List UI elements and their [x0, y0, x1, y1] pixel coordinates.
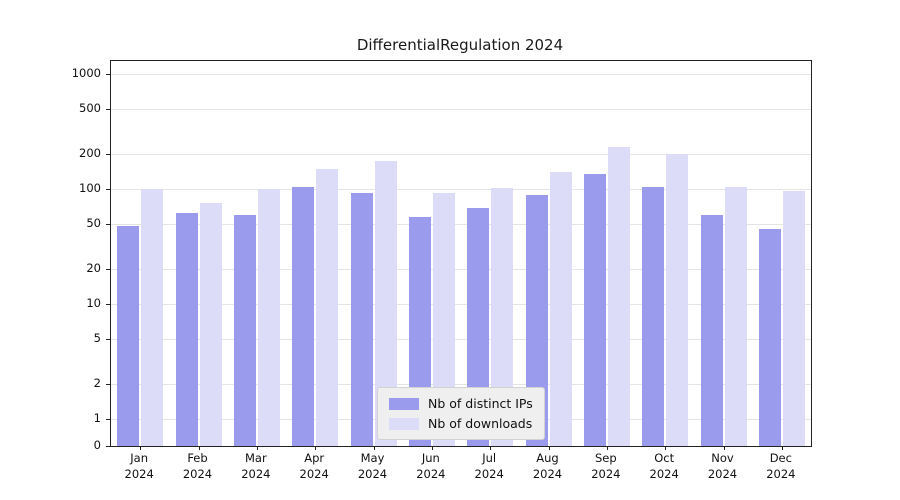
gridline	[111, 189, 811, 190]
y-tick-label: 0	[93, 438, 101, 452]
y-tick-label: 50	[86, 216, 101, 230]
y-tick-mark	[106, 384, 110, 385]
x-tick-label: Aug 2024	[532, 451, 563, 481]
chart-legend: Nb of distinct IPs Nb of downloads	[377, 387, 545, 440]
x-tick-mark	[665, 446, 667, 450]
x-tick-label: May 2024	[357, 451, 388, 481]
bar-distinct-ips	[467, 208, 490, 446]
y-tick-label: 1	[93, 411, 101, 425]
bar-downloads	[257, 189, 280, 446]
plot-area: Nb of distinct IPs Nb of downloads	[106, 60, 812, 450]
x-tick-mark	[781, 446, 783, 450]
y-axis-labels: 0 1 2 5 10 20 50 100 200 500 1000	[0, 0, 101, 500]
x-tick-label: Jun 2024	[416, 451, 446, 481]
bar-distinct-ips	[175, 212, 198, 446]
chart-title: DifferentialRegulation 2024	[356, 36, 564, 54]
gridline	[111, 269, 811, 270]
x-tick-mark	[256, 446, 258, 450]
bar-downloads	[432, 192, 455, 446]
bar-downloads	[316, 168, 339, 446]
bar-distinct-ips	[117, 225, 140, 446]
x-tick-label: Jul 2024	[474, 451, 504, 481]
x-tick-label: Feb 2024	[182, 451, 213, 481]
x-axis-labels: Jan 2024 Feb 2024 Mar 2024 Apr 2024 May 2024 Jun 20…	[110, 451, 810, 493]
bar-downloads	[491, 188, 514, 446]
x-tick-mark	[140, 446, 142, 450]
x-tick-label: Nov 2024	[707, 451, 738, 481]
gridline	[111, 109, 811, 110]
gridline	[111, 74, 811, 75]
legend-label-distinct-ips: Nb of distinct IPs	[428, 396, 533, 411]
bar-distinct-ips	[583, 174, 606, 446]
x-tick-mark	[315, 446, 317, 450]
y-tick-label: 20	[86, 261, 101, 275]
x-tick-mark	[373, 446, 375, 450]
y-tick-mark	[106, 339, 110, 340]
y-tick-label: 10	[86, 296, 101, 310]
x-tick-label: Apr 2024	[299, 451, 329, 481]
bar-distinct-ips	[233, 214, 256, 446]
gridline	[111, 384, 811, 385]
x-tick-label: Dec 2024	[766, 451, 796, 481]
bar-downloads	[782, 190, 805, 446]
legend-swatch-distinct-ips	[389, 397, 419, 410]
bar-downloads	[724, 186, 747, 446]
legend-item-downloads: Nb of downloads	[389, 416, 533, 431]
bar-distinct-ips	[292, 186, 315, 446]
bar-distinct-ips	[758, 228, 781, 446]
gridline	[111, 154, 811, 155]
y-tick-mark	[106, 446, 110, 447]
bar-downloads	[607, 147, 630, 446]
y-tick-mark	[106, 269, 110, 270]
gridline	[111, 224, 811, 225]
x-tick-mark	[548, 446, 550, 450]
x-tick-label: Sep 2024	[591, 451, 621, 481]
bar-downloads	[141, 189, 164, 446]
legend-label-downloads: Nb of downloads	[428, 416, 533, 431]
y-tick-mark	[106, 74, 110, 75]
bar-downloads	[549, 172, 572, 446]
x-tick-mark	[431, 446, 433, 450]
bar-distinct-ips	[700, 214, 723, 446]
y-tick-mark	[106, 224, 110, 225]
bar-downloads	[666, 153, 689, 446]
y-tick-mark	[106, 154, 110, 155]
legend-swatch-downloads	[389, 417, 419, 430]
x-tick-label: Oct 2024	[649, 451, 679, 481]
bar-distinct-ips	[642, 186, 665, 446]
gridline	[111, 339, 811, 340]
y-tick-mark	[106, 304, 110, 305]
y-tick-label: 100	[79, 181, 101, 195]
bar-distinct-ips	[350, 193, 373, 446]
y-tick-label: 500	[79, 101, 101, 115]
legend-item-distinct-ips: Nb of distinct IPs	[389, 396, 533, 411]
bar-distinct-ips	[525, 195, 548, 446]
y-tick-mark	[106, 109, 110, 110]
y-tick-label: 2	[93, 376, 101, 390]
gridline	[111, 304, 811, 305]
y-tick-label: 5	[93, 331, 101, 345]
x-tick-label: Mar 2024	[241, 451, 271, 481]
y-tick-label: 200	[79, 146, 101, 160]
bar-downloads	[374, 161, 397, 446]
y-tick-mark	[106, 189, 110, 190]
x-tick-label: Jan 2024	[124, 451, 154, 481]
x-tick-mark	[198, 446, 200, 450]
x-tick-mark	[723, 446, 725, 450]
x-tick-mark	[490, 446, 492, 450]
bar-downloads	[199, 203, 222, 446]
y-tick-label: 1000	[71, 66, 101, 80]
y-tick-mark	[106, 419, 110, 420]
x-tick-mark	[606, 446, 608, 450]
